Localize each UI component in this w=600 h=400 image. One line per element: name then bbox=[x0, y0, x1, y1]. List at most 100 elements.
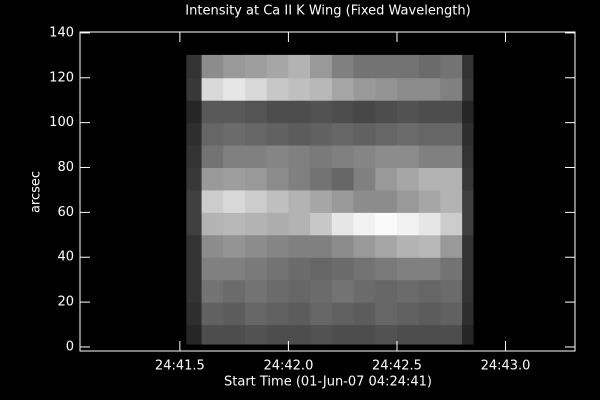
heat-cell bbox=[266, 234, 289, 258]
y-tick-label: 80 bbox=[57, 160, 74, 175]
heat-cell bbox=[440, 279, 463, 303]
x-tick-label: 24:42.0 bbox=[263, 359, 313, 374]
heat-cell bbox=[223, 54, 246, 79]
heat-cell bbox=[288, 302, 311, 326]
heat-cell bbox=[186, 54, 203, 79]
heat-cell bbox=[331, 167, 355, 191]
heat-cell bbox=[462, 257, 474, 281]
heat-cell bbox=[245, 77, 268, 101]
heat-cell bbox=[331, 324, 355, 345]
heat-cell bbox=[353, 212, 376, 236]
heat-cell bbox=[266, 100, 289, 124]
heat-cell bbox=[223, 257, 246, 281]
heat-cell bbox=[186, 100, 203, 124]
heat-cell bbox=[310, 324, 333, 345]
heat-cell bbox=[462, 77, 474, 101]
heat-cell bbox=[245, 189, 268, 213]
heat-cell bbox=[331, 122, 355, 146]
heat-cell bbox=[186, 145, 203, 168]
heat-cell bbox=[462, 212, 474, 236]
heat-cell bbox=[186, 302, 203, 326]
heat-cell bbox=[396, 145, 420, 168]
heat-cell bbox=[223, 100, 246, 124]
heat-cell bbox=[245, 100, 268, 124]
heat-cell bbox=[331, 212, 355, 236]
x-tick-label: 24:42.5 bbox=[372, 359, 422, 374]
heat-cell bbox=[245, 279, 268, 303]
heat-cell bbox=[353, 302, 376, 326]
heat-cell bbox=[462, 324, 474, 345]
heat-cell bbox=[353, 54, 376, 79]
heat-cell bbox=[375, 212, 398, 236]
heat-cell bbox=[186, 324, 203, 345]
heat-cell bbox=[418, 145, 441, 168]
heat-cell bbox=[418, 279, 441, 303]
heat-cell bbox=[245, 212, 268, 236]
heat-cell bbox=[266, 257, 289, 281]
heat-cell bbox=[440, 212, 463, 236]
heat-cell bbox=[201, 279, 224, 303]
heat-cell bbox=[396, 324, 420, 345]
y-tick-label: 60 bbox=[57, 205, 74, 220]
heat-cell bbox=[288, 189, 311, 213]
heat-cell bbox=[201, 189, 224, 213]
heat-cell bbox=[418, 257, 441, 281]
heat-cell bbox=[186, 212, 203, 236]
heat-cell bbox=[396, 234, 420, 258]
heat-cell bbox=[440, 167, 463, 191]
heat-cell bbox=[375, 302, 398, 326]
heat-cell bbox=[396, 212, 420, 236]
heat-cell bbox=[462, 279, 474, 303]
heat-cell bbox=[331, 302, 355, 326]
heat-cell bbox=[375, 189, 398, 213]
heat-cell bbox=[418, 324, 441, 345]
heat-cell bbox=[418, 54, 441, 79]
heat-cell bbox=[201, 145, 224, 168]
heat-cell bbox=[245, 302, 268, 326]
heat-cell bbox=[223, 189, 246, 213]
heat-cell bbox=[396, 167, 420, 191]
heat-cell bbox=[223, 302, 246, 326]
heat-cell bbox=[288, 54, 311, 79]
heat-cell bbox=[418, 100, 441, 124]
heat-cell bbox=[201, 234, 224, 258]
heat-cell bbox=[375, 122, 398, 146]
heat-cell bbox=[440, 302, 463, 326]
heat-cell bbox=[418, 212, 441, 236]
heat-cell bbox=[375, 324, 398, 345]
heat-cell bbox=[396, 100, 420, 124]
heat-cell bbox=[186, 257, 203, 281]
heat-cell bbox=[331, 100, 355, 124]
plot-frame bbox=[79, 31, 576, 352]
heat-cell bbox=[266, 324, 289, 345]
heat-cell bbox=[331, 145, 355, 168]
heat-cell bbox=[440, 122, 463, 146]
heat-cell bbox=[310, 122, 333, 146]
heat-cell bbox=[310, 100, 333, 124]
heat-cell bbox=[245, 324, 268, 345]
heat-cell bbox=[288, 167, 311, 191]
heat-cell bbox=[201, 122, 224, 146]
heat-cell bbox=[375, 279, 398, 303]
y-axis-label: arcsec bbox=[29, 171, 44, 213]
heat-cell bbox=[375, 77, 398, 101]
heat-cell bbox=[418, 234, 441, 258]
heat-cell bbox=[440, 145, 463, 168]
y-tick-label: 100 bbox=[49, 115, 74, 130]
heat-cell bbox=[223, 324, 246, 345]
heat-cell bbox=[331, 234, 355, 258]
heat-cell bbox=[245, 167, 268, 191]
heat-cell bbox=[223, 167, 246, 191]
heat-cell bbox=[223, 77, 246, 101]
heat-cell bbox=[310, 77, 333, 101]
heat-cell bbox=[201, 54, 224, 79]
x-tick-label: 24:43.0 bbox=[481, 359, 531, 374]
heat-cell bbox=[223, 212, 246, 236]
heat-cell bbox=[396, 189, 420, 213]
heat-cell bbox=[353, 122, 376, 146]
heat-cell bbox=[288, 100, 311, 124]
heat-cell bbox=[353, 145, 376, 168]
heat-cell bbox=[353, 279, 376, 303]
heat-cell bbox=[462, 189, 474, 213]
